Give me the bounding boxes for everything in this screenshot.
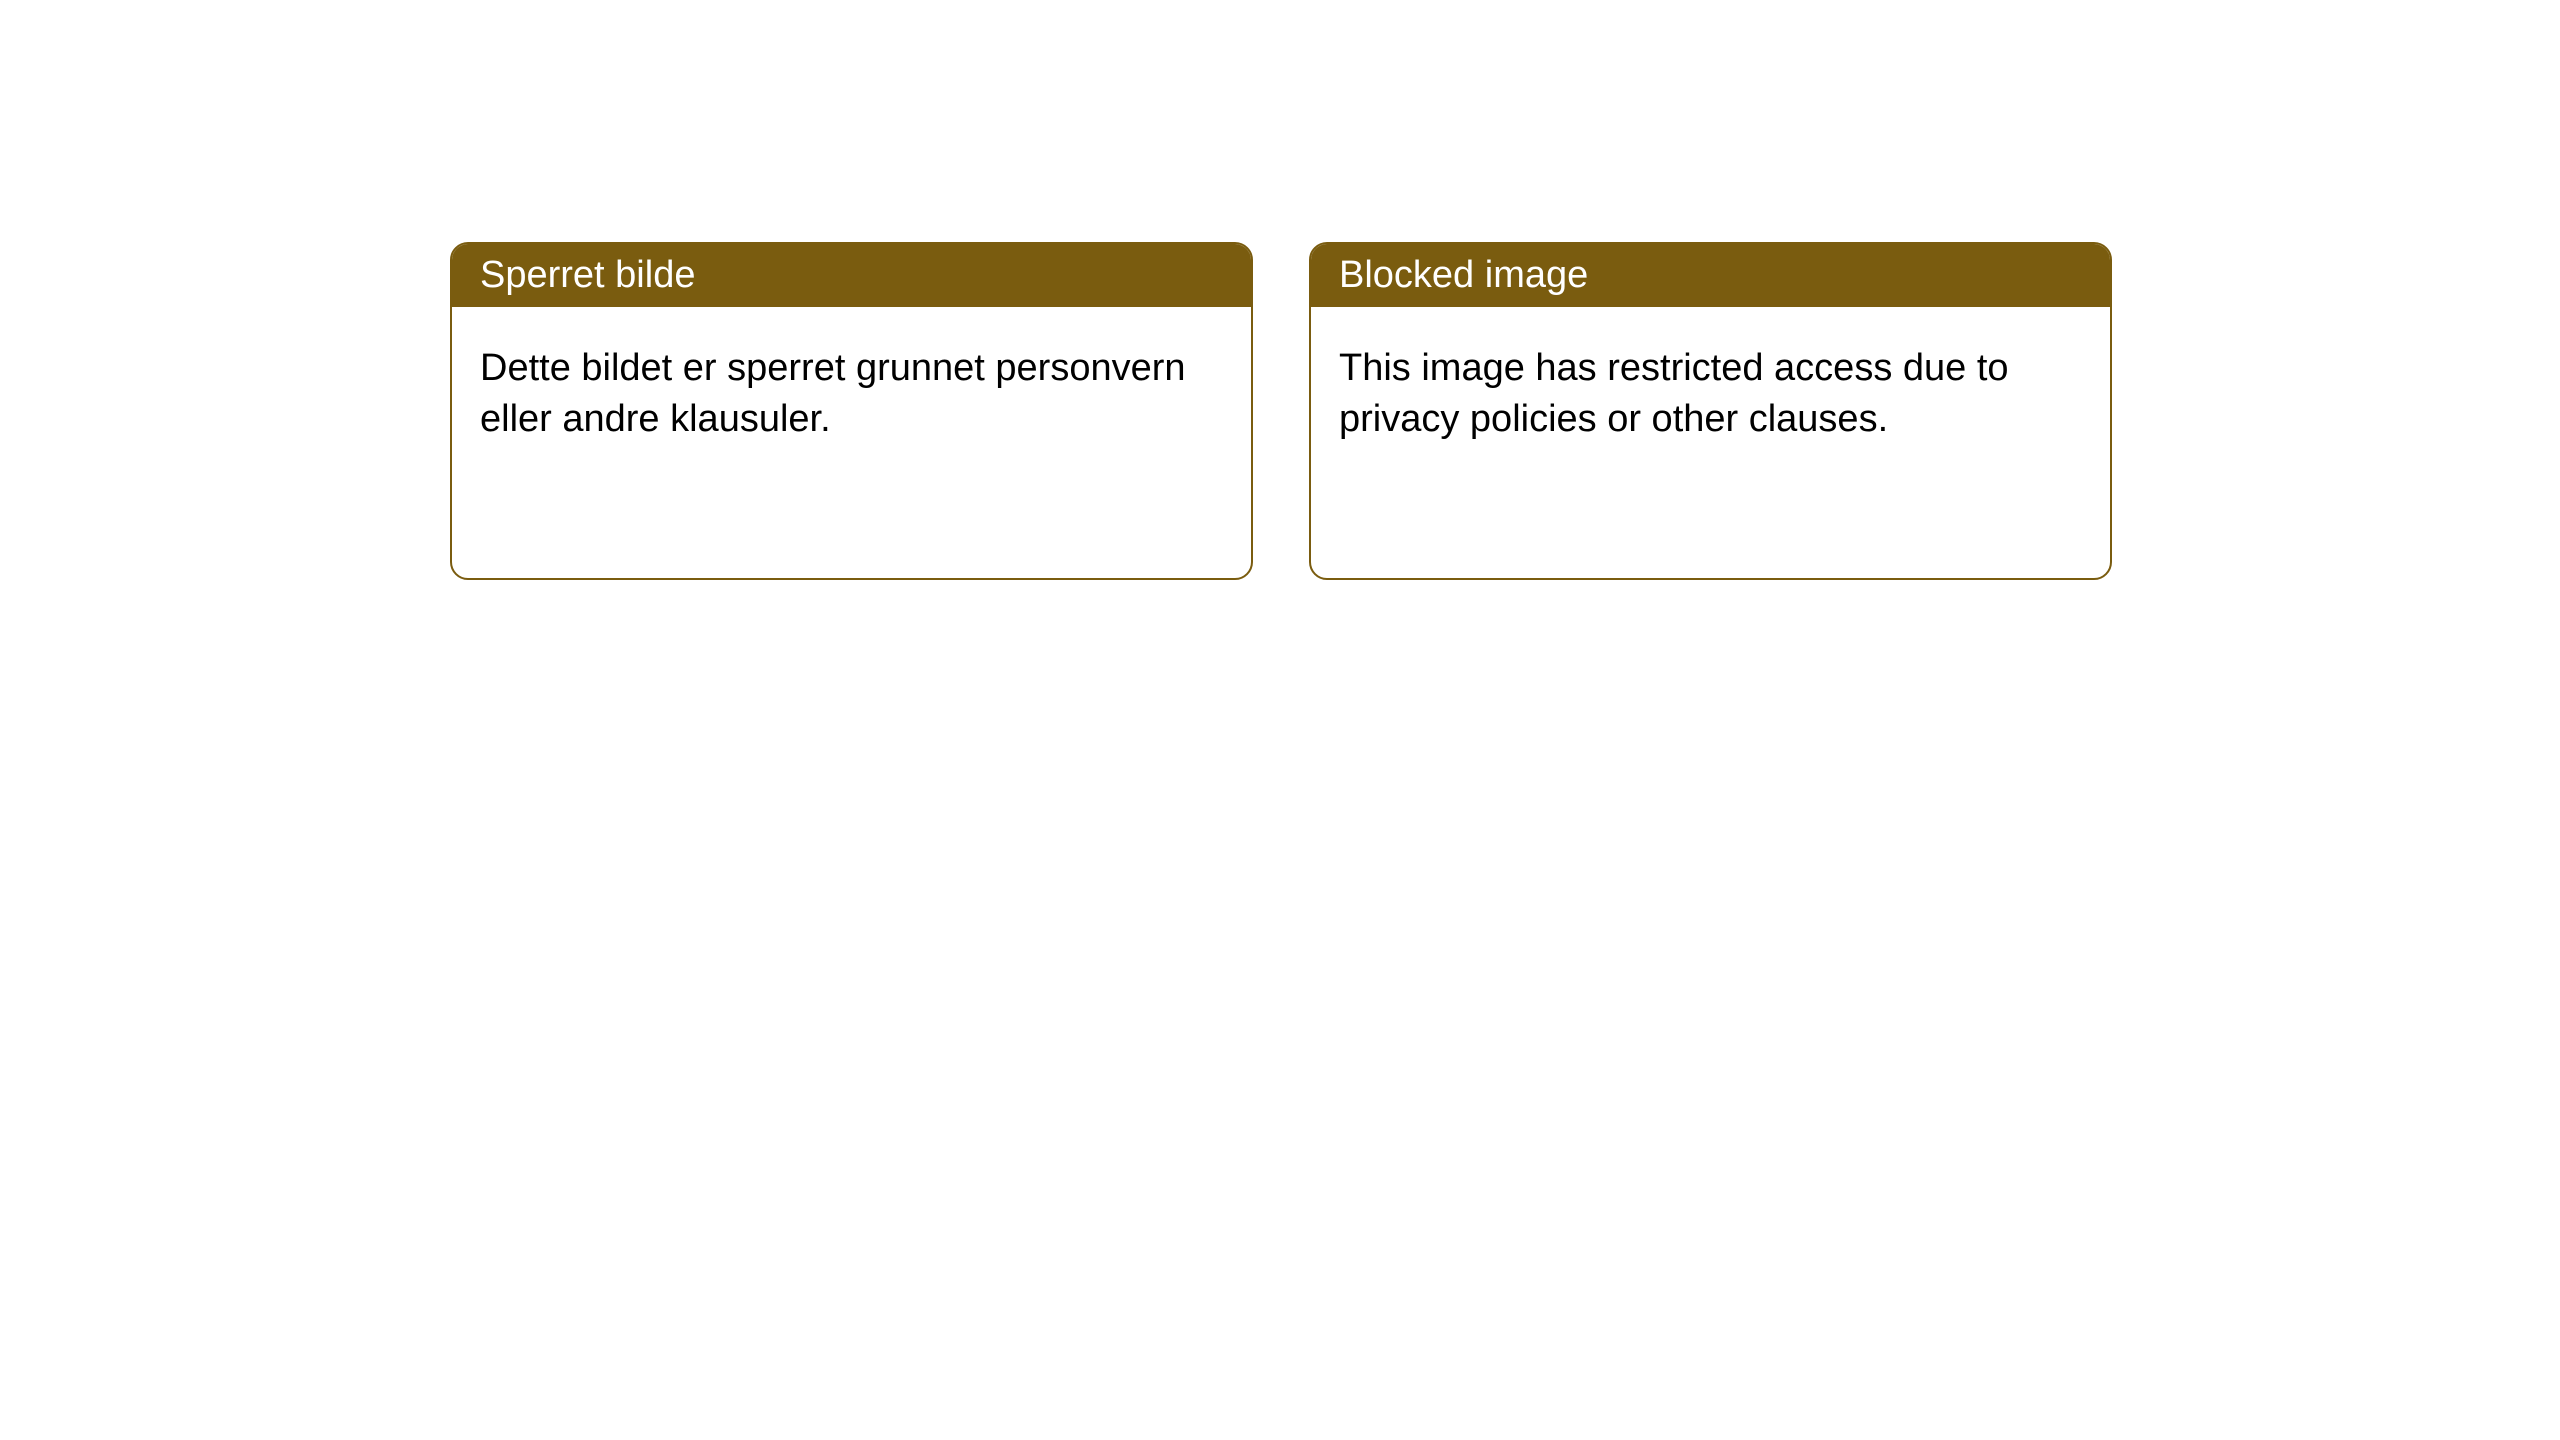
card-body: Dette bildet er sperret grunnet personve… — [452, 307, 1251, 482]
notice-card-english: Blocked image This image has restricted … — [1309, 242, 2112, 580]
card-header: Sperret bilde — [452, 244, 1251, 307]
card-title: Sperret bilde — [480, 254, 695, 296]
card-body-text: This image has restricted access due to … — [1339, 347, 2009, 440]
card-body: This image has restricted access due to … — [1311, 307, 2110, 482]
card-body-text: Dette bildet er sperret grunnet personve… — [480, 347, 1186, 440]
card-header: Blocked image — [1311, 244, 2110, 307]
notice-card-norwegian: Sperret bilde Dette bildet er sperret gr… — [450, 242, 1253, 580]
card-container: Sperret bilde Dette bildet er sperret gr… — [0, 0, 2560, 580]
card-title: Blocked image — [1339, 254, 1588, 296]
